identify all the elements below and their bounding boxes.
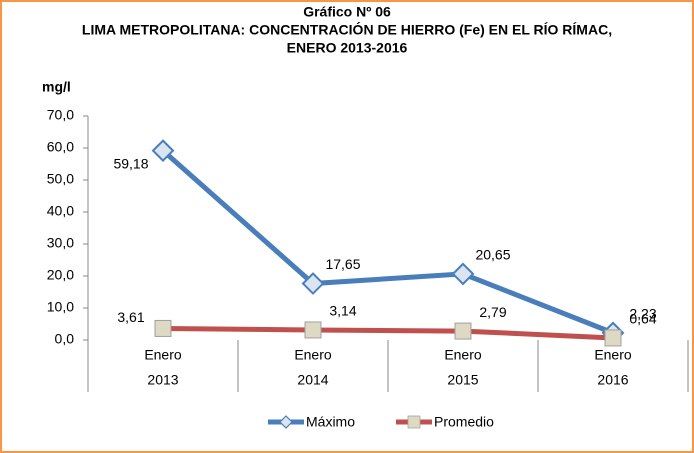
x-tick-label: 2013: [147, 372, 178, 388]
data-point: [604, 329, 622, 347]
data-label: 59,18: [113, 155, 148, 171]
data-label: 2,79: [479, 304, 506, 320]
y-tick-label: 70,0: [47, 107, 74, 123]
x-tick-label: Enero: [594, 347, 632, 363]
legend-label: Máximo: [306, 414, 355, 430]
x-tick-label: 2014: [297, 372, 328, 388]
chart-title: Gráfico Nº 06: [303, 4, 391, 20]
x-tick-label: 2016: [597, 372, 628, 388]
data-point: [301, 272, 325, 295]
data-label: 0,64: [629, 311, 656, 327]
data-label: 17,65: [325, 256, 360, 272]
x-tick-label: Enero: [144, 347, 182, 363]
y-tick-label: 10,0: [47, 299, 74, 315]
data-point: [151, 139, 175, 163]
data-point: [154, 319, 172, 337]
y-axis-label: mg/l: [42, 79, 71, 95]
data-point: [304, 321, 322, 339]
series-line: [161, 148, 614, 336]
legend-marker: [279, 415, 293, 429]
y-tick-label: 40,0: [47, 203, 74, 219]
data-label: 3,61: [117, 309, 144, 325]
y-tick-label: 0,0: [55, 331, 75, 347]
y-tick-label: 20,0: [47, 267, 74, 283]
data-label: 2,23: [629, 306, 656, 322]
y-tick-label: 30,0: [47, 235, 74, 251]
chart-subtitle: LIMA METROPOLITANA: CONCENTRACIÓN DE HIE…: [82, 21, 612, 38]
x-tick-label: 2015: [447, 372, 478, 388]
y-tick-label: 60,0: [47, 139, 74, 155]
data-point: [451, 262, 475, 286]
chart-subtitle: ENERO 2013-2016: [287, 40, 408, 56]
x-tick-label: Enero: [294, 347, 332, 363]
data-label: 20,65: [475, 247, 510, 263]
legend-label: Promedio: [434, 414, 494, 430]
series-line: [162, 325, 614, 341]
x-tick-label: Enero: [444, 347, 482, 363]
data-point: [454, 322, 472, 340]
data-label: 3,14: [329, 303, 356, 319]
legend-marker: [407, 415, 421, 429]
y-tick-label: 50,0: [47, 171, 74, 187]
